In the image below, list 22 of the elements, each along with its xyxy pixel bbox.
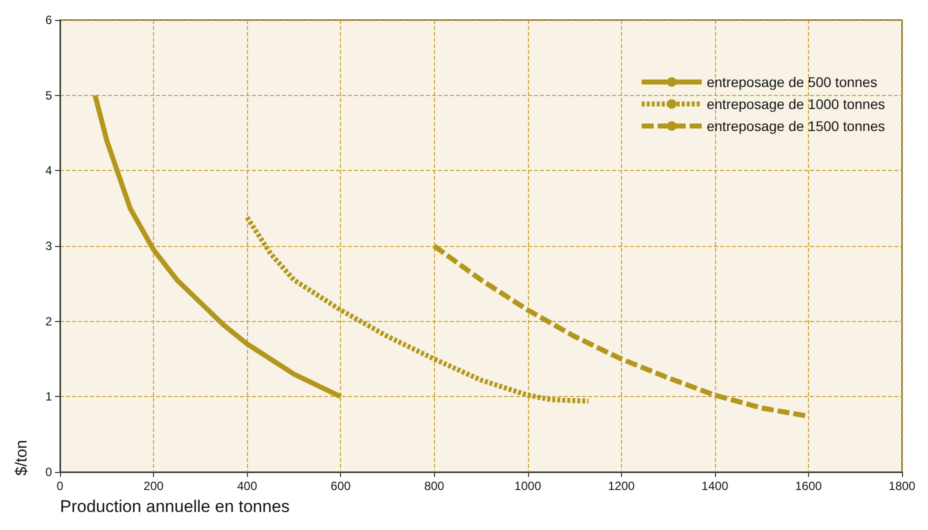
- y-tick-label: 1: [45, 390, 52, 404]
- x-tick-label: 1000: [514, 479, 542, 493]
- y-axis-title: $/ton: [14, 440, 30, 476]
- x-tick-label: 1800: [888, 479, 916, 493]
- y-tick-label: 6: [45, 13, 52, 27]
- x-tick-label: 200: [144, 479, 164, 493]
- x-tick-label: 1200: [608, 479, 636, 493]
- x-tick-label: 0: [56, 479, 64, 493]
- x-tick-label: 400: [237, 479, 258, 493]
- x-axis-title: Production annuelle en tonnes: [60, 497, 290, 516]
- x-tick-label: 600: [330, 479, 351, 493]
- x-tick-label: 800: [424, 479, 445, 493]
- y-tick-label: 0: [45, 465, 52, 479]
- x-tick-label: 1600: [795, 479, 822, 493]
- y-tick-label: 4: [45, 164, 52, 178]
- y-tick-label: 2: [45, 314, 52, 328]
- y-tick-label: 5: [45, 88, 52, 102]
- legend-label: entreposage de 500 tonnes: [706, 74, 878, 90]
- legend-label: entreposage de 1500 tonnes: [706, 118, 886, 134]
- y-tick-label: 3: [45, 239, 52, 253]
- x-tick-label: 1400: [702, 479, 729, 493]
- legend-label: entreposage de 1000 tonnes: [706, 96, 886, 112]
